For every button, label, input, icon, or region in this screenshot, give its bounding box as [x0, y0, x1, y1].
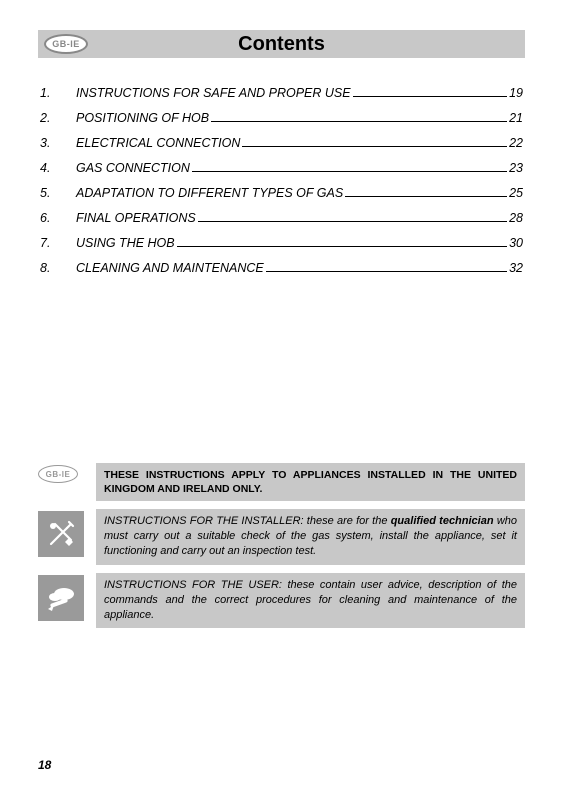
- toc-leader: [211, 121, 507, 122]
- toc-page: 21: [509, 111, 523, 125]
- toc-row: 6. FINAL OPERATIONS 28: [40, 211, 523, 225]
- toc-number: 1.: [40, 86, 76, 100]
- toc-page: 19: [509, 86, 523, 100]
- notice-badge-cell: GB-IE: [38, 463, 96, 483]
- toc-number: 2.: [40, 111, 76, 125]
- toc-page: 22: [509, 136, 523, 150]
- toc-number: 6.: [40, 211, 76, 225]
- toc-leader: [177, 246, 507, 247]
- toc-row: 3. ELECTRICAL CONNECTION 22: [40, 136, 523, 150]
- badge-text: GB-IE: [46, 470, 71, 479]
- toc-label: POSITIONING OF HOB: [76, 111, 209, 125]
- info-section: GB-IE THESE INSTRUCTIONS APPLY TO APPLIA…: [38, 463, 525, 636]
- brush-icon: [38, 575, 84, 621]
- toc-label: CLEANING AND MAINTENANCE: [76, 261, 264, 275]
- user-row: INSTRUCTIONS FOR THE USER: these contain…: [38, 573, 525, 629]
- toc-leader: [266, 271, 507, 272]
- toc-number: 4.: [40, 161, 76, 175]
- badge-text: GB-IE: [52, 39, 80, 49]
- header-bar: GB-IE Contents: [38, 30, 525, 58]
- toc-label: ADAPTATION TO DIFFERENT TYPES OF GAS: [76, 186, 343, 200]
- toc-label: ELECTRICAL CONNECTION: [76, 136, 240, 150]
- toc-number: 3.: [40, 136, 76, 150]
- toc-page: 28: [509, 211, 523, 225]
- installer-icon-cell: [38, 509, 96, 557]
- toc-row: 5. ADAPTATION TO DIFFERENT TYPES OF GAS …: [40, 186, 523, 200]
- toc-page: 23: [509, 161, 523, 175]
- installer-row: INSTRUCTIONS FOR THE INSTALLER: these ar…: [38, 509, 525, 565]
- page-number: 18: [38, 758, 51, 772]
- toc-leader: [242, 146, 507, 147]
- gb-ie-badge-small: GB-IE: [38, 465, 78, 483]
- installer-lead: INSTRUCTIONS FOR THE INSTALLER: these ar…: [104, 515, 391, 527]
- user-text: INSTRUCTIONS FOR THE USER: these contain…: [96, 573, 525, 629]
- toc-number: 8.: [40, 261, 76, 275]
- toc-row: 7. USING THE HOB 30: [40, 236, 523, 250]
- toc-label: USING THE HOB: [76, 236, 175, 250]
- toc-row: 2. POSITIONING OF HOB 21: [40, 111, 523, 125]
- page-title: Contents: [38, 33, 525, 56]
- toc-label: FINAL OPERATIONS: [76, 211, 196, 225]
- gb-ie-badge: GB-IE: [44, 34, 88, 54]
- toc-number: 7.: [40, 236, 76, 250]
- toc-page: 30: [509, 236, 523, 250]
- notice-text: THESE INSTRUCTIONS APPLY TO APPLIANCES I…: [96, 463, 525, 501]
- installer-bold: qualified technician: [391, 515, 494, 527]
- toc-label: INSTRUCTIONS FOR SAFE AND PROPER USE: [76, 86, 351, 100]
- toc-row: 8. CLEANING AND MAINTENANCE 32: [40, 261, 523, 275]
- tools-icon: [38, 511, 84, 557]
- installer-text: INSTRUCTIONS FOR THE INSTALLER: these ar…: [96, 509, 525, 565]
- toc-row: 4. GAS CONNECTION 23: [40, 161, 523, 175]
- table-of-contents: 1. INSTRUCTIONS FOR SAFE AND PROPER USE …: [40, 86, 523, 275]
- toc-page: 25: [509, 186, 523, 200]
- toc-number: 5.: [40, 186, 76, 200]
- toc-leader: [353, 96, 508, 97]
- toc-label: GAS CONNECTION: [76, 161, 190, 175]
- toc-leader: [198, 221, 507, 222]
- notice-row: GB-IE THESE INSTRUCTIONS APPLY TO APPLIA…: [38, 463, 525, 501]
- toc-leader: [192, 171, 507, 172]
- toc-leader: [345, 196, 507, 197]
- toc-row: 1. INSTRUCTIONS FOR SAFE AND PROPER USE …: [40, 86, 523, 100]
- user-icon-cell: [38, 573, 96, 621]
- toc-page: 32: [509, 261, 523, 275]
